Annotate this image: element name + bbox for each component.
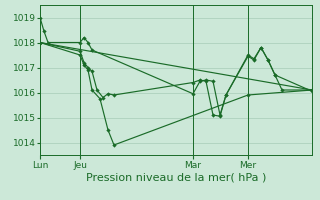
X-axis label: Pression niveau de la mer( hPa ): Pression niveau de la mer( hPa ) (86, 172, 266, 182)
